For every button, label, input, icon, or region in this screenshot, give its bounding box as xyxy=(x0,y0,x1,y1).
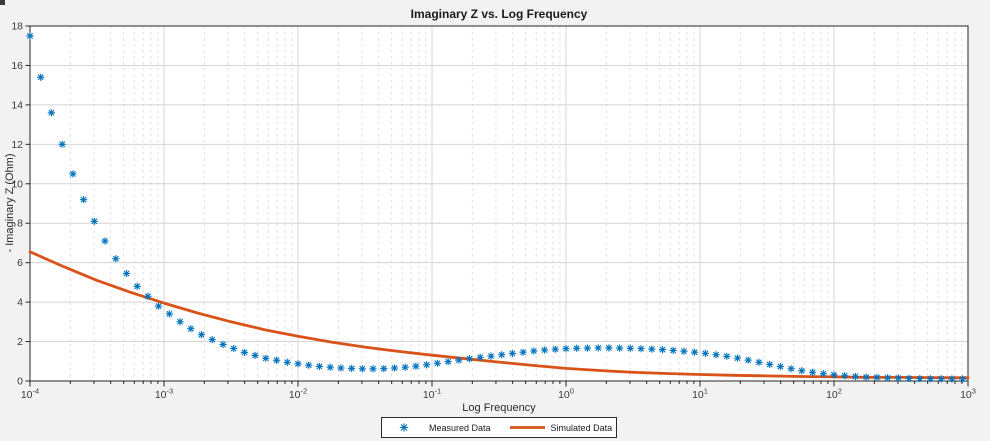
svg-text:10-2: 10-2 xyxy=(289,387,307,402)
legend-item-simulated: Simulated Data xyxy=(491,421,613,434)
svg-text:18: 18 xyxy=(11,21,23,33)
legend: Measured Data Simulated Data xyxy=(381,417,617,438)
svg-text:12: 12 xyxy=(11,139,23,151)
svg-text:8: 8 xyxy=(17,218,23,230)
legend-measured-label: Measured Data xyxy=(429,422,491,433)
svg-text:10: 10 xyxy=(11,178,23,190)
svg-text:10-1: 10-1 xyxy=(423,387,441,402)
svg-text:101: 101 xyxy=(692,387,708,402)
svg-text:14: 14 xyxy=(11,99,23,111)
x-axis-label: Log Frequency xyxy=(462,402,536,414)
svg-text:102: 102 xyxy=(826,387,842,402)
svg-text:4: 4 xyxy=(17,297,23,309)
simulated-line-icon xyxy=(509,421,546,434)
svg-text:10-4: 10-4 xyxy=(21,387,39,402)
svg-text:2: 2 xyxy=(17,336,23,348)
measured-asterisk-icon xyxy=(394,421,414,434)
y-axis-label: - Imaginary Z (Ohm) xyxy=(4,153,16,253)
svg-text:16: 16 xyxy=(11,60,23,72)
window-corner xyxy=(0,0,5,5)
legend-item-measured: Measured Data xyxy=(382,421,491,434)
legend-simulated-label: Simulated Data xyxy=(550,422,613,433)
svg-text:0: 0 xyxy=(17,376,23,388)
svg-text:100: 100 xyxy=(558,387,574,402)
svg-text:103: 103 xyxy=(960,387,976,402)
svg-text:6: 6 xyxy=(17,257,23,269)
svg-text:10-3: 10-3 xyxy=(155,387,173,402)
chart-title: Imaginary Z vs. Log Frequency xyxy=(410,7,588,21)
